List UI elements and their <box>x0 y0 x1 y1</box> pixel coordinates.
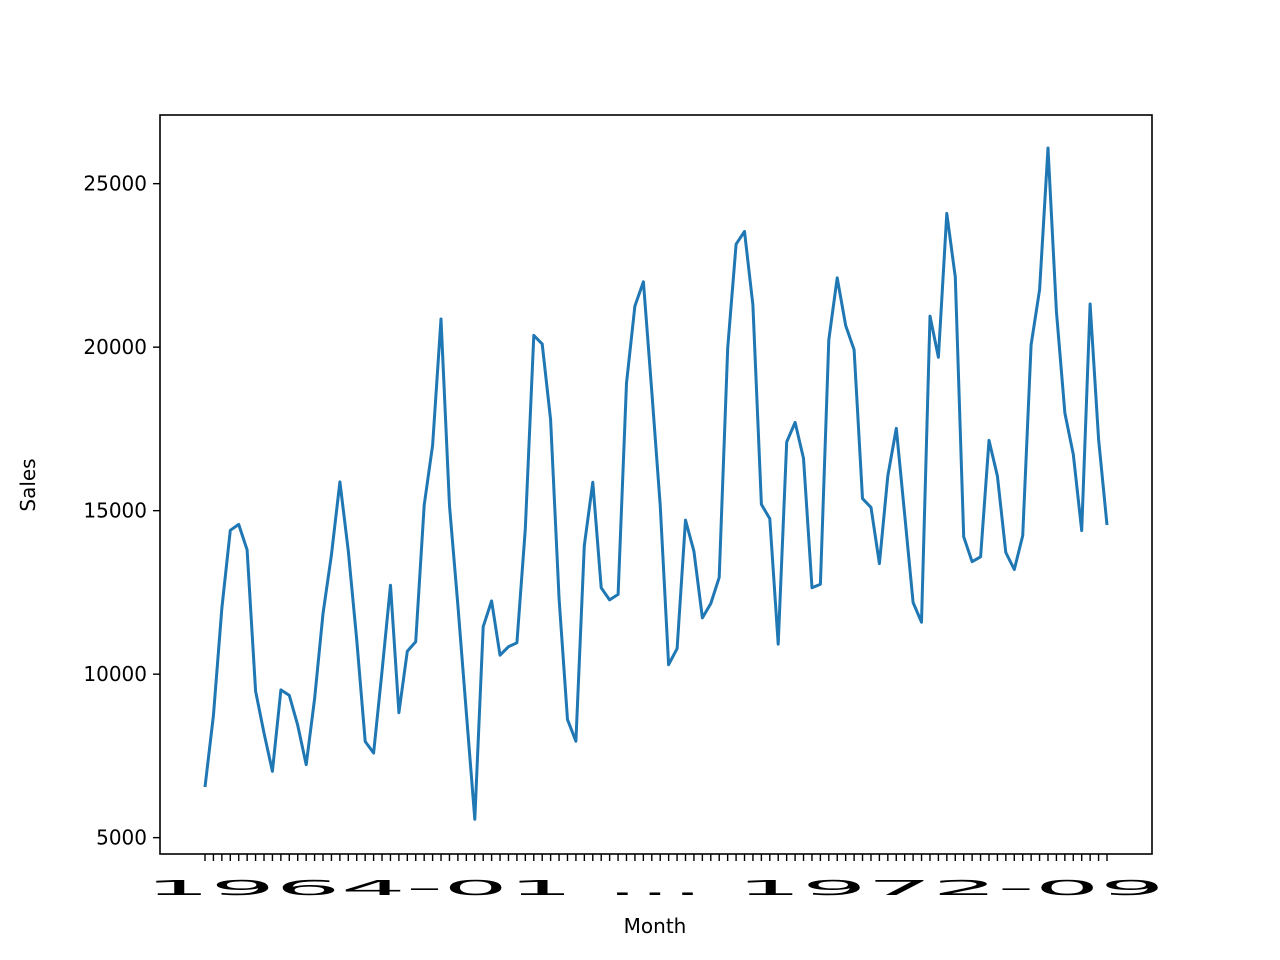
y-tick-label: 20000 <box>83 335 147 359</box>
y-axis-label: Sales <box>16 458 40 511</box>
x-ticks <box>204 854 1108 861</box>
y-tick-label: 10000 <box>83 662 147 686</box>
y-tick-label: 25000 <box>83 172 147 196</box>
x-axis-label: Month <box>624 914 687 938</box>
sales-series-line <box>203 146 1109 821</box>
y-tick-label: 5000 <box>96 826 147 850</box>
y-tick-label: 15000 <box>83 499 147 523</box>
x-tick-overlap-text: 1964-01 ... 1972-09 <box>145 876 1165 900</box>
plot-frame <box>159 114 1153 855</box>
y-ticks: 5000 10000 15000 20000 25000 <box>83 172 160 850</box>
